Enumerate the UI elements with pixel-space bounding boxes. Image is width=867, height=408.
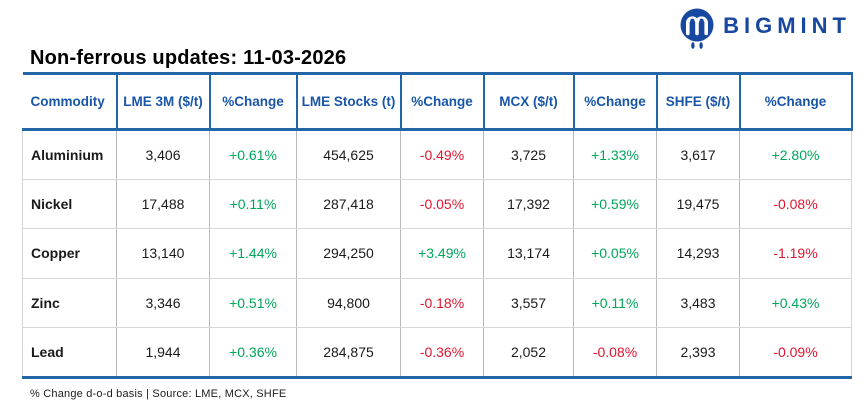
value-cell: 3,346 [116,278,210,328]
column-header: LME Stocks (t) [295,73,401,131]
value-cell: +0.11% [209,179,297,229]
value-cell: 17,392 [483,179,574,229]
commodity-cell: Lead [22,327,117,377]
value-cell: 3,406 [116,129,210,180]
commodity-table: Commodity LME 3M ($/t) %Change LME Stocks (… [22,72,853,379]
value-cell: 13,140 [116,228,210,279]
source-footnote: % Change d-o-d basis | Source: LME, MCX,… [30,387,287,400]
value-cell: +0.36% [209,327,297,377]
value-cell: 3,725 [483,129,574,180]
page-header: BIGMINT [0,0,867,49]
value-cell: 454,625 [296,129,401,180]
value-cell: -0.09% [739,327,852,377]
bigmint-logo: BIGMINT [678,6,851,52]
bigmint-wordmark: BIGMINT [723,13,851,38]
table-header-row: Commodity LME 3M ($/t) %Change LME Stocks (… [22,73,853,131]
value-cell: 2,052 [483,327,574,377]
column-header: MCX ($/t) [482,73,574,131]
value-cell: 287,418 [296,179,401,229]
value-cell: -0.18% [400,278,484,328]
table-row: Lead 1,944 +0.36% 284,875 -0.36% 2,052 -0.08% 2… [22,327,852,377]
column-header: %Change [572,73,657,131]
value-cell: 3,483 [656,278,740,328]
bigmint-logo-icon [680,8,714,49]
value-cell: 13,174 [483,228,574,279]
value-cell: +0.43% [739,278,852,328]
commodity-cell: Aluminium [22,129,117,180]
value-cell: 294,250 [296,228,401,279]
column-header: LME 3M ($/t) [115,73,210,131]
value-cell: 94,800 [296,278,401,328]
value-cell: -0.36% [400,327,484,377]
value-cell: 3,617 [656,129,740,180]
commodity-cell: Nickel [22,179,117,229]
column-header: %Change [208,73,297,131]
table-row: Nickel 17,488 +0.11% 287,418 -0.05% 17,392 +0.… [22,179,852,229]
table-head: Commodity LME 3M ($/t) %Change LME Stocks (… [22,73,853,131]
value-cell: +0.51% [209,278,297,328]
value-cell: 3,557 [483,278,574,328]
commodity-cell: Copper [22,228,117,279]
value-cell: +3.49% [400,228,484,279]
value-cell: 284,875 [296,327,401,377]
value-cell: 14,293 [656,228,740,279]
table-row: Aluminium 3,406 +0.61% 454,625 -0.49% 3,725 +1… [22,129,852,180]
value-cell: 19,475 [656,179,740,229]
value-cell: -0.08% [573,327,657,377]
value-cell: -1.19% [739,228,852,279]
value-cell: -0.49% [400,129,484,180]
column-header: %Change [399,73,484,131]
column-header: SHFE ($/t) [655,73,740,131]
table-row: Zinc 3,346 +0.51% 94,800 -0.18% 3,557 +0.11% 3,… [22,278,852,328]
value-cell: 17,488 [116,179,210,229]
table-body: Aluminium 3,406 +0.61% 454,625 -0.49% 3,725 +1… [22,129,852,377]
page-title: Non-ferrous updates: 11-03-2026 [30,47,347,69]
value-cell: +1.44% [209,228,297,279]
column-header: %Change [738,73,853,131]
commodity-cell: Zinc [22,278,117,328]
value-cell: +0.05% [573,228,657,279]
table-row: Copper 13,140 +1.44% 294,250 +3.49% 13,174 +0.… [22,228,852,279]
value-cell: +0.59% [573,179,657,229]
value-cell: -0.08% [739,179,852,229]
value-cell: +0.11% [573,278,657,328]
value-cell: +0.61% [209,129,297,180]
value-cell: 1,944 [116,327,210,377]
value-cell: +2.80% [739,129,852,180]
value-cell: +1.33% [573,129,657,180]
value-cell: 2,393 [656,327,740,377]
value-cell: -0.05% [400,179,484,229]
column-header: Commodity [22,73,117,131]
